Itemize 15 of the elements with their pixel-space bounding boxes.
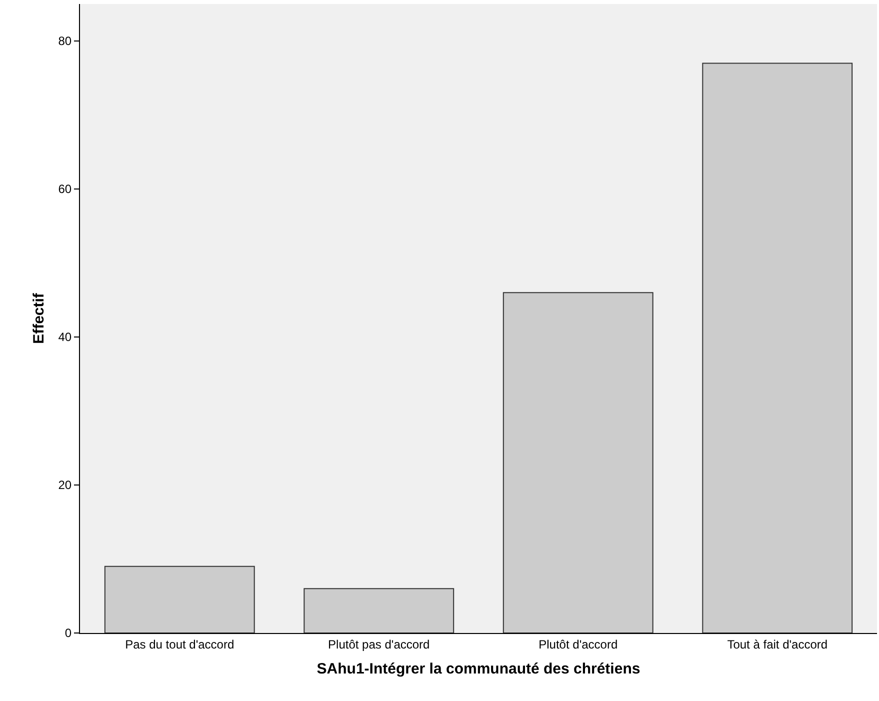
y-tick-label: 40	[58, 330, 72, 344]
bar	[702, 62, 853, 633]
y-tick-label: 80	[58, 34, 72, 48]
y-axis-title: Effectif	[30, 292, 48, 344]
x-axis-title: SAhu1-Intégrer la communauté des chrétiens	[316, 660, 640, 678]
x-tick-label: Tout à fait d'accord	[727, 637, 828, 652]
y-tick-label: 20	[58, 478, 72, 492]
bar	[304, 588, 454, 633]
y-tick-label: 60	[58, 182, 72, 196]
bar	[502, 292, 654, 633]
x-tick-label: Plutôt d'accord	[538, 637, 618, 652]
y-tick-label: 0	[64, 626, 72, 640]
x-tick-label: Plutôt pas d'accord	[328, 637, 430, 652]
bar	[104, 566, 255, 633]
x-tick-label: Pas du tout d'accord	[125, 637, 234, 652]
